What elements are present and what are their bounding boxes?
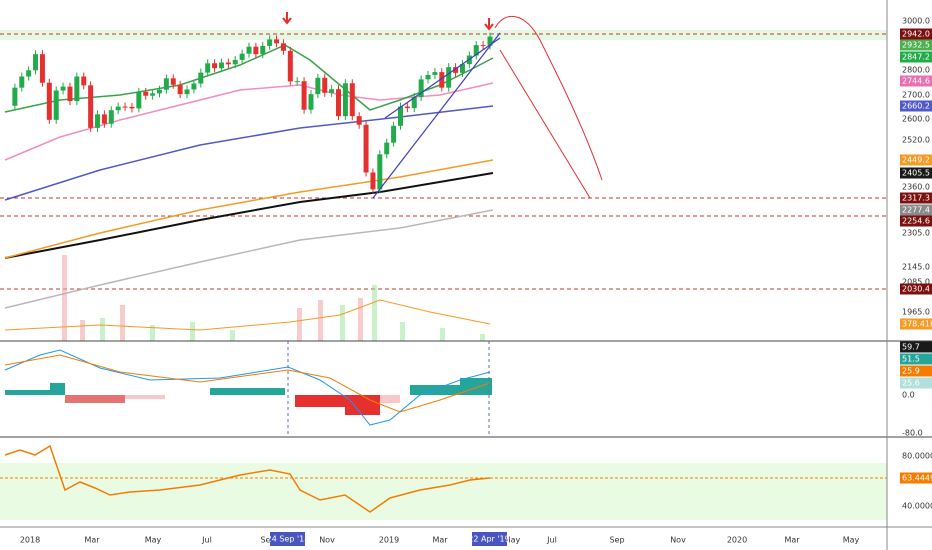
price-tag-bg [900, 215, 932, 227]
price-tag-text: 2744.6 [902, 77, 930, 86]
price-tag: 59.7 [900, 341, 932, 353]
price-axis-label: 1965.0 [902, 308, 930, 317]
price-tag-text: 25.9 [902, 367, 920, 376]
price-axis-label: 2800.0 [902, 66, 930, 75]
price-tag-text: 2660.2 [902, 102, 930, 111]
price-tag-bg [900, 100, 932, 112]
price-tag-text: 2847.2 [902, 53, 930, 62]
price-tag: 25.9 [900, 365, 932, 377]
price-axis-label: 2145.0 [902, 263, 930, 272]
time-axis-label: Sep [260, 536, 275, 545]
price-axis-label: 2085.0 [902, 278, 930, 287]
price-tag: 378.41K [900, 318, 932, 330]
moving-averages [4, 44, 494, 309]
price-tag-text: 51.5 [902, 355, 920, 364]
price-tag-text: 2317.3 [902, 194, 930, 203]
date-tag-bg [472, 532, 507, 546]
price-tag-bg [900, 472, 932, 484]
trendlines [372, 32, 501, 199]
time-axis-label: May [843, 536, 860, 545]
price-tag-bg [900, 39, 932, 51]
price-tag-bg [900, 283, 932, 295]
rsi-axis-label: 80.0000 [902, 452, 932, 461]
price-axis-label: 2700.0 [902, 91, 930, 100]
price-tag-bg [900, 204, 932, 216]
time-axis-label: Mar [84, 536, 100, 545]
date-tag-text: 22 Apr '19 [468, 535, 509, 544]
price-tag: 2847.2 [900, 51, 932, 63]
price-tag-text: 2030.4 [902, 285, 930, 294]
time-axis-label: 2018 [20, 536, 40, 545]
price-tag: 25.6 [900, 377, 932, 389]
price-tag-bg [900, 341, 932, 353]
price-tag-bg [900, 318, 932, 330]
time-axis-label: Mar [432, 536, 448, 545]
price-tag: 2254.6 [900, 215, 932, 227]
price-tag: 2942.0 [900, 28, 932, 40]
price-tag-text: 25.6 [902, 379, 920, 388]
time-axis-label: Jul [546, 536, 557, 545]
price-tag-bg [900, 365, 932, 377]
time-axis-label: Jul [201, 536, 212, 545]
price-tag-text: 63.4449 [902, 474, 932, 483]
price-tag-text: 2932.5 [902, 41, 930, 50]
time-axis-label: 2020 [727, 536, 747, 545]
date-tag-bg [270, 532, 305, 546]
volume-average [4, 299, 491, 331]
price-axis-label: 2305.0 [902, 229, 930, 238]
volume [62, 255, 485, 341]
time-axis-label: Nov [670, 536, 686, 545]
time-axis-label: 2019 [379, 536, 399, 545]
price-tag-text: 2405.5 [902, 169, 930, 178]
price-tag-bg [900, 192, 932, 204]
price-tag: 2317.3 [900, 192, 932, 204]
price-tag-bg [900, 377, 932, 389]
date-tag-text: 24 Sep '18 [267, 535, 310, 544]
price-tag-bg [900, 51, 932, 63]
candles [12, 32, 493, 194]
price-tag: 51.5 [900, 353, 932, 365]
time-axis-label: Nov [319, 536, 335, 545]
date-markers [287, 341, 490, 437]
date-tag: 22 Apr '19 [468, 532, 510, 546]
time-axis-label: May [504, 536, 521, 545]
macd-axis-label: 0.0 [902, 391, 915, 400]
price-axis-label: 3000.0 [902, 17, 930, 26]
price-tag: 2932.5 [900, 39, 932, 51]
price-axis-label: 2360.0 [902, 183, 930, 192]
price-tag: 2449.2 [900, 154, 932, 166]
time-axis-label: Sep [609, 536, 624, 545]
price-tag: 2277.4 [900, 204, 932, 216]
price-axis-label: 2600.0 [902, 115, 930, 124]
projection-arrows [282, 12, 603, 199]
time-axis-label: May [145, 536, 162, 545]
price-tag-bg [900, 28, 932, 40]
date-tag: 24 Sep '18 [267, 532, 310, 546]
price-tag-text: 2254.6 [902, 217, 930, 226]
price-tag: 63.4449 [900, 472, 932, 484]
price-tag: 2744.6 [900, 75, 932, 87]
rsi-axis-label: 40.0000 [902, 502, 932, 511]
price-tag-text: 2942.0 [902, 30, 930, 39]
price-tag: 2030.4 [900, 283, 932, 295]
rsi-line [4, 444, 491, 513]
price-tag-text: 2449.2 [902, 156, 930, 165]
time-axis-label: Mar [784, 536, 800, 545]
price-tag-bg [900, 75, 932, 87]
price-axis-label: 2520.0 [902, 136, 930, 145]
macd-axis-label: -80.0 [902, 429, 923, 438]
signal-line [4, 354, 491, 413]
price-tag-text: 378.41K [902, 320, 932, 329]
price-tag-bg [900, 154, 932, 166]
price-tag-bg [900, 167, 932, 179]
price-tag-text: 2277.4 [902, 206, 930, 215]
resistance-band [0, 30, 887, 40]
price-tag: 2660.2 [900, 100, 932, 112]
price-tag: 2405.5 [900, 167, 932, 179]
price-tag-text: 59.7 [902, 343, 920, 352]
level-lines [0, 33, 887, 290]
price-tag-bg [900, 353, 932, 365]
